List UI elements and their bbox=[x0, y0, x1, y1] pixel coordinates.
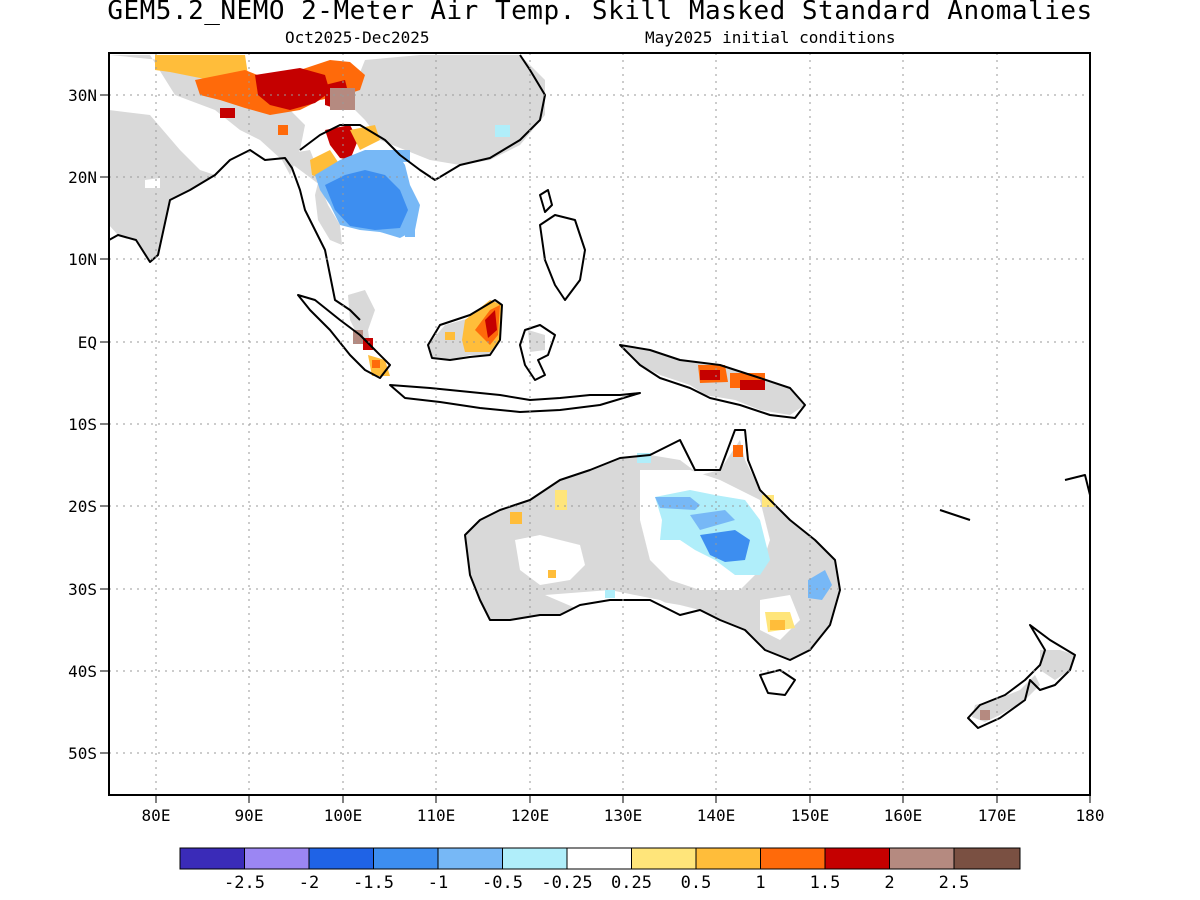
colorbar-label: 1 bbox=[755, 873, 765, 893]
lat-label: 50S bbox=[68, 744, 97, 763]
colorbar-label: 2 bbox=[884, 873, 894, 893]
colorbar-swatch bbox=[502, 847, 568, 870]
lat-ticks bbox=[100, 94, 109, 754]
colorbar bbox=[179, 847, 1021, 870]
map-title: GEM5.2_NEMO 2-Meter Air Temp. Skill Mask… bbox=[107, 0, 1093, 26]
lat-label: 20S bbox=[68, 497, 97, 516]
colorbar-label: -1.5 bbox=[353, 873, 394, 893]
forecast-period: Oct2025-Dec2025 bbox=[285, 28, 430, 47]
lat-label: 40S bbox=[68, 662, 97, 681]
lon-label: 160E bbox=[884, 806, 923, 825]
lon-ticks bbox=[155, 795, 1091, 803]
lon-label: 130E bbox=[604, 806, 643, 825]
lon-label: 90E bbox=[235, 806, 264, 825]
lon-label: 170E bbox=[978, 806, 1017, 825]
lon-label: 150E bbox=[791, 806, 830, 825]
lat-label: 10N bbox=[68, 250, 97, 269]
lon-label: 180 bbox=[1076, 806, 1105, 825]
lat-labels: 30N 20N 10N EQ 10S 20S 30S 40S 50S bbox=[68, 86, 97, 763]
colorbar-label: -0.25 bbox=[541, 873, 592, 893]
colorbar-label: -2 bbox=[299, 873, 319, 893]
colorbar-label: -0.5 bbox=[482, 873, 523, 893]
lon-label: 100E bbox=[324, 806, 363, 825]
lon-labels: 80E 90E 100E 110E 120E 130E 140E 150E 16… bbox=[142, 806, 1105, 825]
coastlines bbox=[109, 54, 1090, 729]
lon-label: 140E bbox=[697, 806, 736, 825]
cool-anomalies bbox=[315, 125, 832, 600]
colorbar-label: 0.25 bbox=[611, 873, 652, 893]
initial-conditions: May2025 initial conditions bbox=[645, 28, 896, 47]
colorbar-swatch bbox=[953, 847, 1021, 870]
colorbar-swatch bbox=[179, 847, 245, 870]
colorbar-label: -1 bbox=[428, 873, 448, 893]
colorbar-label: 1.5 bbox=[810, 873, 841, 893]
colorbar-swatch bbox=[566, 847, 632, 870]
lat-label: 30N bbox=[68, 86, 97, 105]
gridlines bbox=[109, 53, 1090, 795]
lon-label: 110E bbox=[417, 806, 456, 825]
colorbar-swatch bbox=[760, 847, 826, 870]
lat-label: EQ bbox=[78, 333, 97, 352]
lat-label: 20N bbox=[68, 168, 97, 187]
colorbar-swatch bbox=[631, 847, 697, 870]
colorbar-swatch bbox=[373, 847, 439, 870]
colorbar-label: -2.5 bbox=[224, 873, 265, 893]
colorbar-labels: -2.5 -2 -1.5 -1 -0.5 -0.25 0.25 0.5 1 1.… bbox=[224, 873, 969, 893]
colorbar-swatch bbox=[244, 847, 310, 870]
colorbar-swatch bbox=[824, 847, 890, 870]
colorbar-swatch bbox=[308, 847, 374, 870]
colorbar-swatch bbox=[695, 847, 761, 870]
colorbar-swatch bbox=[437, 847, 503, 870]
colorbar-label: 2.5 bbox=[939, 873, 970, 893]
lon-label: 120E bbox=[511, 806, 550, 825]
map-area bbox=[109, 53, 1090, 795]
lat-label: 30S bbox=[68, 580, 97, 599]
lat-label: 10S bbox=[68, 415, 97, 434]
colorbar-label: 0.5 bbox=[681, 873, 712, 893]
lon-label: 80E bbox=[142, 806, 171, 825]
colorbar-swatch bbox=[889, 847, 955, 870]
